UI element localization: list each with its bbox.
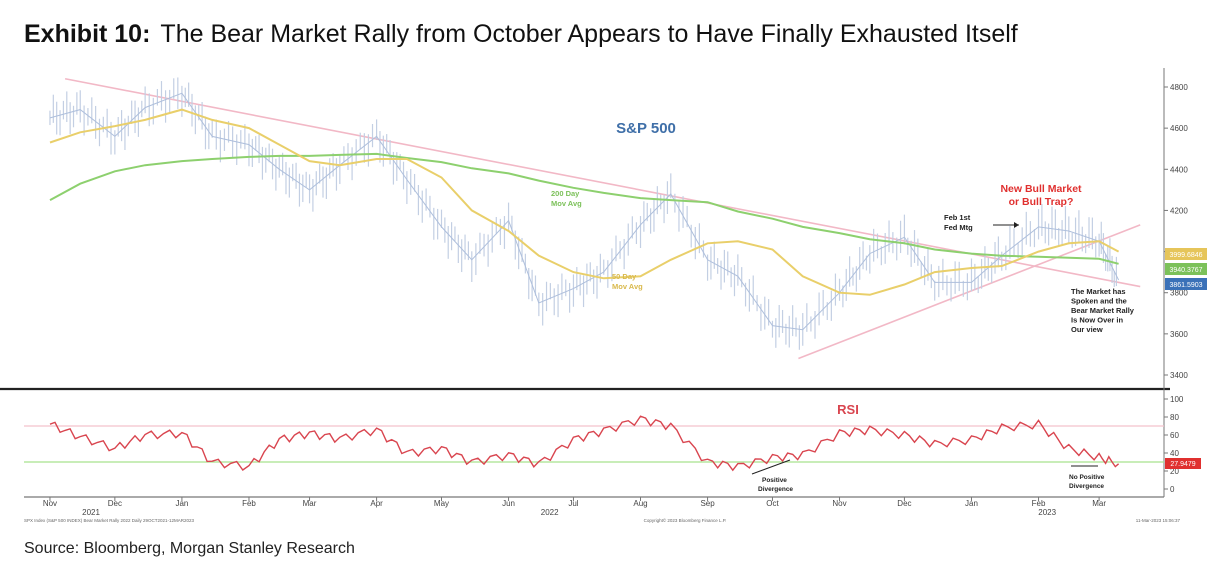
source-note: Source: Bloomberg, Morgan Stanley Resear… [24, 540, 355, 557]
sp500-label: S&P 500 [616, 120, 676, 137]
annotation-spoken-1: Spoken and the [1071, 297, 1127, 306]
last-value-text-price: 3861.5903 [1169, 282, 1202, 289]
x-tick-label-9: Aug [633, 499, 647, 508]
y-tick-label-3400: 3400 [1170, 371, 1188, 380]
annotation-positive-1: Positive [762, 477, 787, 484]
last-value-text-ma200: 3940.3767 [1169, 267, 1202, 274]
annotation-spoken-3: Is Now Over in [1071, 316, 1124, 325]
annotation-spoken-2: Bear Market Rally [1071, 306, 1135, 315]
y-tick-label-3600: 3600 [1170, 330, 1188, 339]
footer-right: 11-Mar-2023 15:06:37 [1136, 518, 1181, 523]
rsi-last-value-text: 27.9479 [1170, 461, 1195, 468]
x-tick-label-15: Feb [1032, 499, 1046, 508]
rsi-tick-label-100: 100 [1170, 395, 1184, 404]
y-tick-label-4800: 4800 [1170, 83, 1188, 92]
x-tick-label-13: Dec [897, 499, 911, 508]
x-tick-label-3: Feb [242, 499, 256, 508]
exhibit-title: The Bear Market Rally from October Appea… [160, 20, 1018, 48]
y-tick-label-4400: 4400 [1170, 165, 1188, 174]
ma50-sublabel: Mov Avg [612, 282, 643, 291]
positive-arrow [751, 459, 791, 475]
chart-title: Exhibit 10: The Bear Market Rally from Oc… [24, 20, 1018, 49]
ma200-line [49, 152, 1119, 265]
x-tick-label-5: Apr [370, 499, 383, 508]
y-tick-label-4600: 4600 [1170, 124, 1188, 133]
annotation-no-positive-2: Divergence [1069, 483, 1104, 490]
x-year-label-1: 2022 [541, 508, 559, 517]
last-value-text-ma50: 3999.6846 [1169, 252, 1202, 259]
x-tick-label-2: Jan [175, 499, 188, 508]
x-tick-label-11: Oct [766, 499, 779, 508]
annotation-spoken-4: Our view [1071, 325, 1103, 334]
x-tick-label-0: Nov [43, 499, 57, 508]
x-year-label-0: 2021 [82, 508, 100, 517]
x-tick-label-4: Mar [303, 499, 317, 508]
last-value-tag-ma50 [1165, 248, 1207, 260]
x-tick-label-10: Sep [700, 499, 715, 508]
x-tick-label-8: Jul [568, 499, 578, 508]
rsi-tick-label-20: 20 [1170, 467, 1179, 476]
x-tick-label-14: Jan [965, 499, 978, 508]
ma50-label: 50 Day [612, 272, 637, 281]
fed-arrow-head [1014, 222, 1019, 228]
y-tick-label-4200: 4200 [1170, 206, 1188, 215]
annotation-positive-2: Divergence [758, 486, 793, 493]
ma50-line [49, 108, 1120, 296]
last-value-tag-price [1165, 278, 1207, 290]
annotation-fed-1: Feb 1st [944, 213, 971, 222]
rsi-last-value-tag [1165, 458, 1201, 469]
rsi-tick-label-0: 0 [1170, 485, 1175, 494]
trend-line-2 [798, 224, 1141, 360]
rsi-line [49, 415, 1120, 472]
rsi-tick-label-60: 60 [1170, 431, 1179, 440]
y-tick-label-3800: 3800 [1170, 289, 1188, 298]
exhibit-label: Exhibit 10: [24, 20, 151, 48]
trend-line-1 [64, 77, 1141, 288]
rsi-label: RSI [837, 402, 859, 417]
footer-center: Copyright© 2023 Bloomberg Finance L.P. [644, 517, 727, 523]
x-tick-label-12: Nov [832, 499, 846, 508]
rsi-tick-label-80: 80 [1170, 413, 1179, 422]
annotation-new-bull-1: New Bull Market [1000, 183, 1082, 195]
annotation-new-bull-2: or Bull Trap? [1009, 196, 1074, 208]
annotation-fed-2: Fed Mtg [944, 223, 973, 232]
last-value-tag-ma200 [1165, 263, 1207, 275]
annotation-spoken-0: The Market has [1071, 287, 1126, 296]
x-tick-label-1: Dec [108, 499, 122, 508]
ma200-sublabel: Mov Avg [551, 199, 582, 208]
chart-svg: 3400360038004000420044004600480002040608… [0, 68, 1207, 523]
footer-left: SPX Index (S&P 500 INDEX) Bear Market Ra… [24, 518, 194, 523]
rsi-tick-label-40: 40 [1170, 449, 1179, 458]
x-tick-label-6: May [434, 499, 449, 508]
price-line [49, 92, 1120, 331]
ma200-label: 200 Day [551, 189, 580, 198]
annotation-no-positive-1: No Positive [1069, 474, 1105, 481]
x-tick-label-7: Jun [502, 499, 515, 508]
x-year-label-2: 2023 [1038, 508, 1056, 517]
x-tick-label-16: Mar [1092, 499, 1106, 508]
